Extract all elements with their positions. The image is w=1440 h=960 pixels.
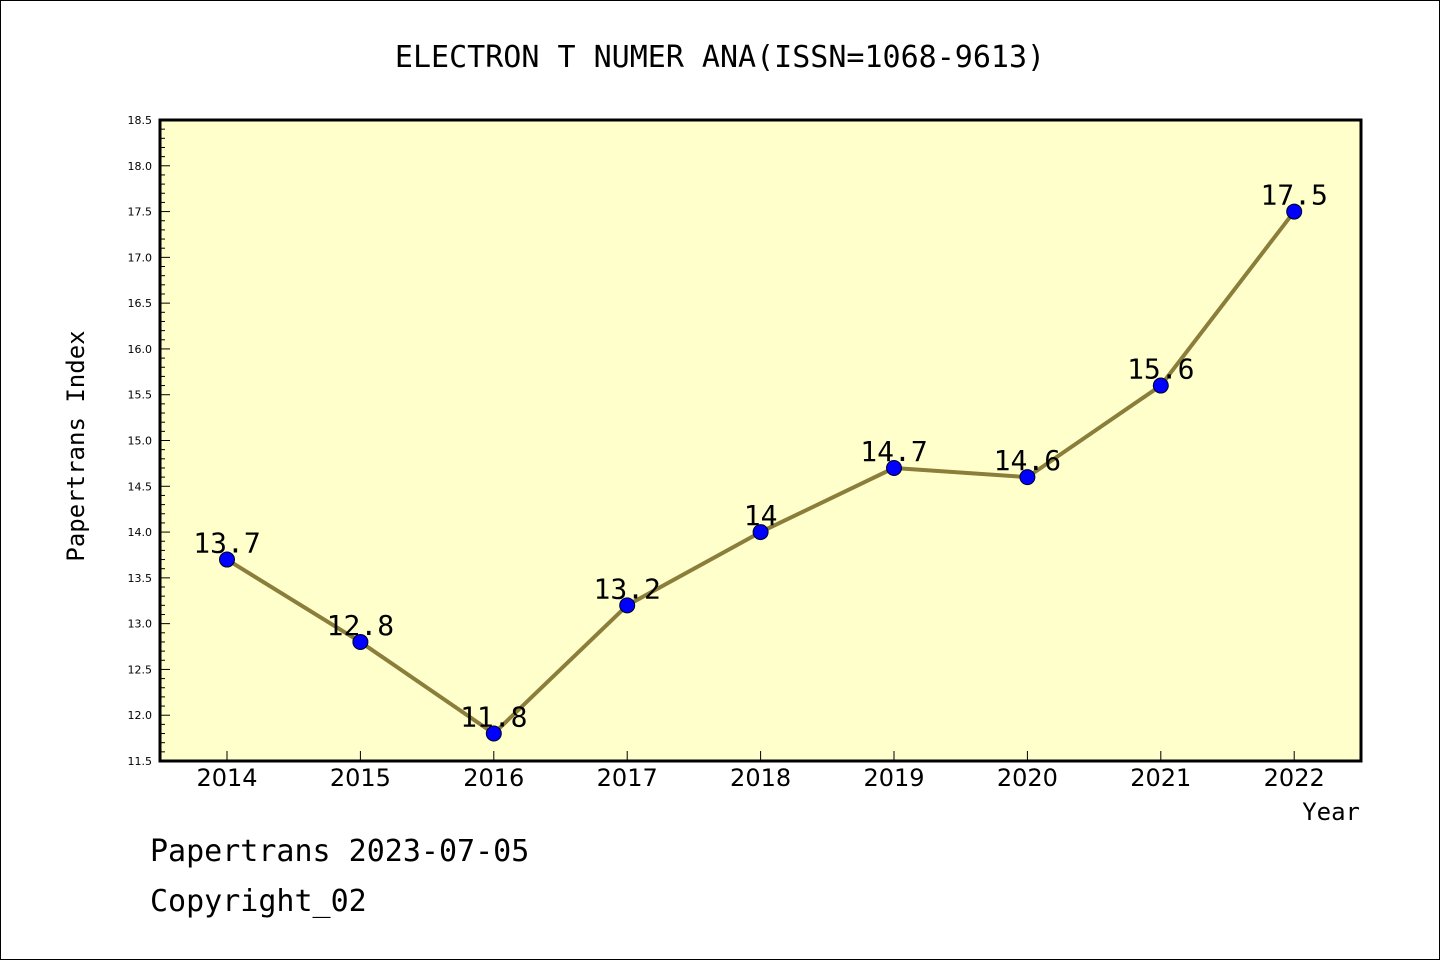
data-point (886, 459, 902, 476)
y-tick-label: 12.5 (128, 663, 153, 676)
footer-copyright: Copyright_02 (150, 884, 367, 919)
x-tick-label: 2015 (330, 764, 391, 792)
data-point (619, 597, 636, 614)
x-tick-label: 2017 (597, 764, 658, 792)
y-tick-label: 13.0 (128, 618, 153, 631)
data-markers (219, 203, 1303, 742)
y-tick-label: 11.5 (128, 755, 153, 768)
chart-title: ELECTRON T NUMER ANA(ISSN=1068-9613) (395, 40, 1045, 75)
data-point (485, 725, 502, 742)
data-labels: 13.7 12.8 11.8 13.2 14 14.7 14.6 15.6 17.5 (193, 179, 1328, 734)
y-tick-label: 18.0 (128, 160, 153, 173)
x-tick-label: 2022 (1264, 764, 1325, 792)
y-tick-label: 15.5 (128, 389, 153, 402)
x-tick-label: 2018 (730, 764, 791, 792)
data-point (219, 551, 235, 568)
y-tick-label: 15.0 (128, 435, 153, 448)
y-tick-label: 17.0 (128, 251, 153, 264)
y-axis-label: Papertrans Index (62, 330, 90, 561)
y-tick-label: 17.5 (128, 206, 153, 219)
y-tick-label: 18.5 (128, 114, 153, 127)
y-tick-label: 14.5 (128, 480, 153, 493)
data-label: 17.5 (1260, 179, 1327, 212)
data-label: 15.6 (1127, 353, 1194, 386)
data-label: 14.6 (994, 444, 1061, 477)
plot-area (158, 118, 1363, 763)
x-axis-label: Year (1302, 798, 1360, 826)
x-tick-label: 2020 (997, 764, 1058, 792)
data-label: 14.7 (860, 435, 927, 468)
data-label: 13.2 (593, 572, 660, 605)
data-point (1286, 203, 1303, 220)
footer-date: Papertrans 2023-07-05 (150, 834, 530, 869)
y-tick-label: 14.0 (128, 526, 153, 539)
data-point (352, 633, 369, 650)
data-label: 12.8 (327, 609, 394, 642)
x-tick-label: 2019 (863, 764, 924, 792)
data-label: 13.7 (193, 527, 260, 560)
y-tick-label: 12.0 (128, 709, 153, 722)
x-tick-label: 2021 (1130, 764, 1191, 792)
data-point (752, 524, 769, 541)
data-label: 14 (744, 499, 778, 532)
data-point (1019, 469, 1036, 486)
data-point (1152, 377, 1169, 394)
data-label: 11.8 (460, 701, 527, 734)
x-tick-label: 2016 (463, 764, 524, 792)
x-tick-label: 2014 (196, 764, 257, 792)
y-tick-label: 16.5 (128, 297, 153, 310)
y-tick-label: 16.0 (128, 343, 153, 356)
y-axis: 11.5 12.0 12.5 13.0 13.5 14.0 14.5 15.0 15.5 16.0… (128, 114, 170, 768)
x-axis: 2014 2015 2016 2017 2018 2019 2020 2021 2022 (196, 751, 1325, 792)
y-tick-label: 13.5 (128, 572, 153, 585)
